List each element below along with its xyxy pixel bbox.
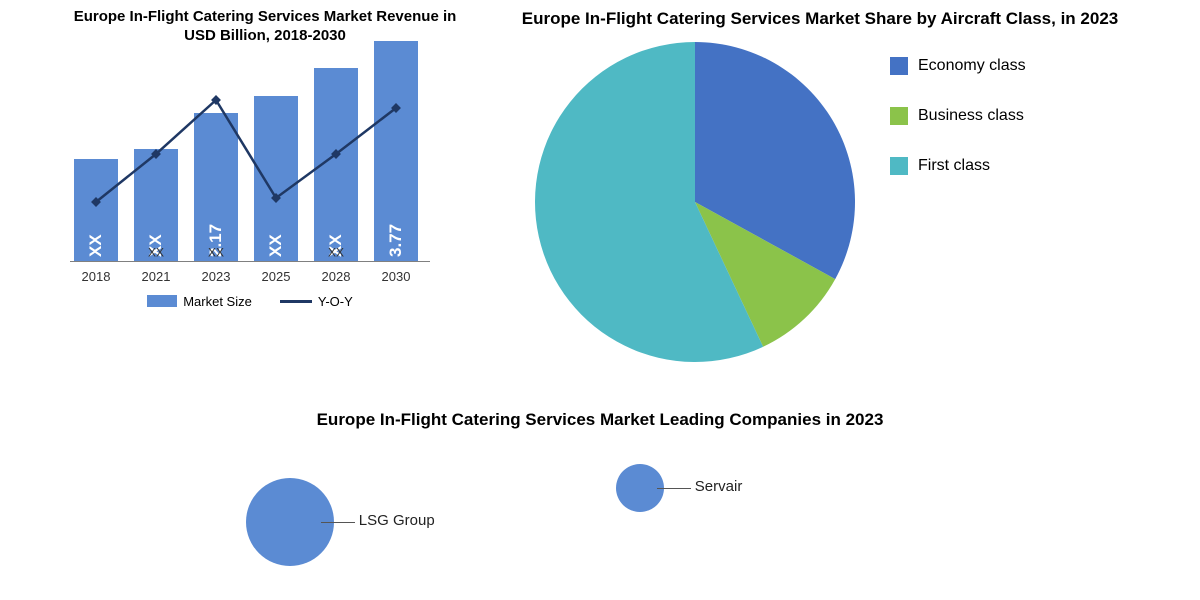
bar-chart-title: Europe In-Flight Catering Services Marke… xyxy=(70,8,480,54)
legend-swatch-line-icon xyxy=(280,300,312,303)
pie-legend-label: Economy class xyxy=(918,57,1026,75)
pie-legend-item-economy-class: Economy class xyxy=(890,57,1026,75)
pie-legend-item-first-class: First class xyxy=(890,157,1026,175)
bar-chart-plot-area: XXXXXX2.17XXXXXXXX3.77 20182021202320252… xyxy=(70,54,430,284)
revenue-bar-chart: Europe In-Flight Catering Services Marke… xyxy=(0,8,480,367)
pie-chart-plot xyxy=(530,37,860,367)
legend-label-yoy: Y-O-Y xyxy=(318,294,353,309)
company-label-lsg-group: LSG Group xyxy=(359,512,435,529)
x-axis-label-2028: 2028 xyxy=(308,269,364,284)
bubble-leader-line xyxy=(657,488,691,489)
company-label-servair: Servair xyxy=(695,478,743,495)
pie-legend-item-business-class: Business class xyxy=(890,107,1026,125)
market-share-pie-chart: Europe In-Flight Catering Services Marke… xyxy=(480,8,1200,367)
leading-companies-panel: Europe In-Flight Catering Services Marke… xyxy=(0,410,1200,578)
legend-yoy: Y-O-Y xyxy=(280,294,353,309)
yoy-line-series xyxy=(70,54,430,262)
legend-label-market-size: Market Size xyxy=(183,294,252,309)
bar-chart-legend: Market Size Y-O-Y xyxy=(70,284,430,309)
legend-swatch-bar-icon xyxy=(147,295,177,307)
pie-chart-title: Europe In-Flight Catering Services Marke… xyxy=(480,8,1200,37)
pie-legend-label: Business class xyxy=(918,107,1024,125)
pie-legend-swatch-icon xyxy=(890,157,908,175)
x-axis-label-2021: 2021 xyxy=(128,269,184,284)
legend-market-size: Market Size xyxy=(147,294,252,309)
pie-legend-swatch-icon xyxy=(890,57,908,75)
pie-legend-label: First class xyxy=(918,157,990,175)
bubbles-title: Europe In-Flight Catering Services Marke… xyxy=(80,410,1120,430)
bubbles-row: LSG Group Servair xyxy=(80,448,1120,578)
bubble-leader-line xyxy=(321,522,355,523)
x-axis-label-2023: 2023 xyxy=(188,269,244,284)
x-axis-label-2025: 2025 xyxy=(248,269,304,284)
x-axis-label-2018: 2018 xyxy=(68,269,124,284)
x-axis-label-2030: 2030 xyxy=(368,269,424,284)
pie-chart-legend: Economy class Business class First class xyxy=(890,37,1026,175)
yoy-polyline xyxy=(96,100,396,202)
pie-legend-swatch-icon xyxy=(890,107,908,125)
